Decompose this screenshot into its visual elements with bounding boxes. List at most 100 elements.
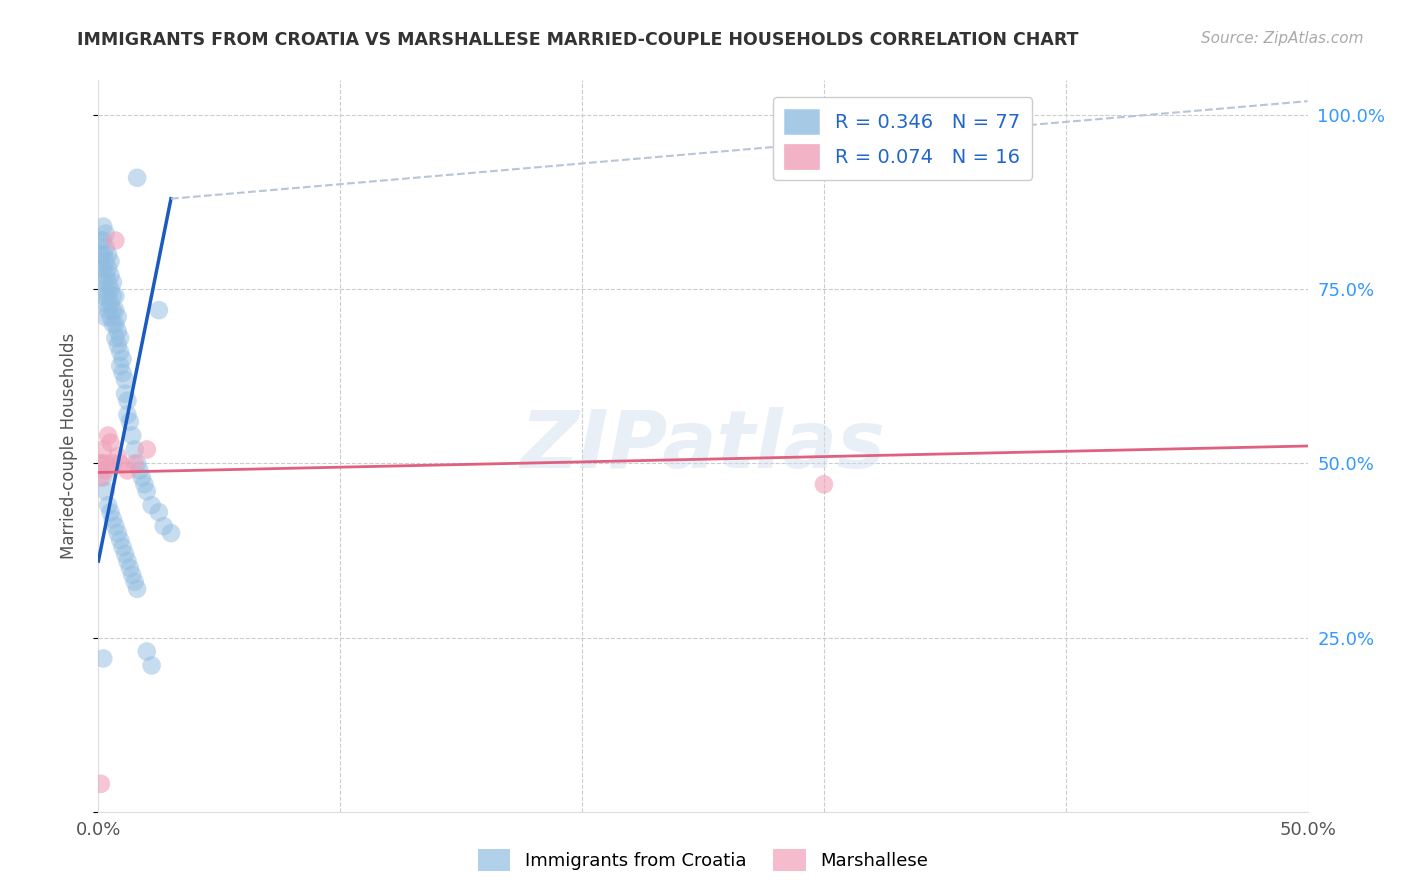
- Point: [100, 282, 122, 296]
- Point: [121, 567, 143, 582]
- Point: [104, 317, 127, 331]
- Point: [100, 254, 122, 268]
- Point: [135, 644, 157, 658]
- Point: [104, 303, 127, 318]
- Point: [94, 268, 117, 283]
- Point: [108, 457, 131, 471]
- Point: [104, 234, 127, 248]
- Point: [813, 477, 835, 491]
- Point: [127, 582, 149, 596]
- Point: [90, 234, 112, 248]
- Point: [97, 498, 120, 512]
- Point: [101, 303, 124, 318]
- Point: [127, 170, 149, 185]
- Point: [97, 303, 120, 318]
- Point: [118, 415, 141, 429]
- Point: [101, 289, 124, 303]
- Point: [90, 777, 112, 791]
- Point: [131, 470, 153, 484]
- Point: [101, 275, 124, 289]
- Point: [107, 310, 129, 325]
- Point: [135, 442, 157, 457]
- Point: [91, 234, 114, 248]
- Point: [117, 554, 139, 568]
- Point: [94, 227, 117, 241]
- Point: [91, 219, 114, 234]
- Point: [90, 457, 112, 471]
- Point: [97, 261, 120, 276]
- Point: [108, 331, 131, 345]
- Point: [94, 240, 117, 254]
- Point: [107, 338, 129, 352]
- Point: [107, 450, 129, 464]
- Point: [114, 386, 136, 401]
- Point: [97, 289, 120, 303]
- Point: [90, 457, 112, 471]
- Point: [91, 289, 114, 303]
- Point: [100, 296, 122, 310]
- Point: [107, 526, 129, 541]
- Point: [104, 519, 127, 533]
- Point: [104, 289, 127, 303]
- Text: Source: ZipAtlas.com: Source: ZipAtlas.com: [1201, 31, 1364, 46]
- Point: [152, 519, 174, 533]
- Point: [141, 498, 163, 512]
- Point: [108, 359, 131, 373]
- Point: [148, 505, 170, 519]
- Point: [100, 505, 122, 519]
- Point: [94, 463, 117, 477]
- Point: [114, 547, 136, 561]
- Point: [94, 254, 117, 268]
- Point: [135, 484, 157, 499]
- Point: [111, 366, 134, 380]
- Point: [100, 435, 122, 450]
- Point: [101, 512, 124, 526]
- Point: [124, 457, 146, 471]
- Point: [148, 303, 170, 318]
- Text: IMMIGRANTS FROM CROATIA VS MARSHALLESE MARRIED-COUPLE HOUSEHOLDS CORRELATION CHA: IMMIGRANTS FROM CROATIA VS MARSHALLESE M…: [77, 31, 1078, 49]
- Point: [111, 351, 134, 366]
- Point: [97, 247, 120, 261]
- Point: [94, 457, 117, 471]
- Point: [91, 470, 114, 484]
- Legend: R = 0.346   N = 77, R = 0.074   N = 16: R = 0.346 N = 77, R = 0.074 N = 16: [773, 97, 1032, 180]
- Point: [97, 428, 120, 442]
- Point: [127, 457, 149, 471]
- Point: [100, 268, 122, 283]
- Point: [91, 261, 114, 276]
- Point: [121, 428, 143, 442]
- Point: [101, 317, 124, 331]
- Point: [141, 658, 163, 673]
- Y-axis label: Married-couple Households: Married-couple Households: [59, 333, 77, 559]
- Point: [124, 574, 146, 589]
- Point: [108, 345, 131, 359]
- Point: [90, 261, 112, 276]
- Point: [91, 442, 114, 457]
- Point: [111, 540, 134, 554]
- Point: [117, 393, 139, 408]
- Point: [90, 247, 112, 261]
- Point: [97, 275, 120, 289]
- Text: ZIPatlas: ZIPatlas: [520, 407, 886, 485]
- Point: [124, 442, 146, 457]
- Point: [94, 296, 117, 310]
- Point: [117, 463, 139, 477]
- Point: [117, 408, 139, 422]
- Point: [134, 477, 156, 491]
- Point: [100, 310, 122, 325]
- Point: [91, 275, 114, 289]
- Point: [104, 331, 127, 345]
- Point: [101, 457, 124, 471]
- Point: [107, 324, 129, 338]
- Point: [94, 282, 117, 296]
- Point: [91, 247, 114, 261]
- Point: [114, 373, 136, 387]
- Point: [94, 484, 117, 499]
- Point: [108, 533, 131, 547]
- Point: [94, 310, 117, 325]
- Point: [90, 470, 112, 484]
- Point: [128, 463, 150, 477]
- Legend: Immigrants from Croatia, Marshallese: Immigrants from Croatia, Marshallese: [471, 842, 935, 879]
- Point: [91, 651, 114, 665]
- Point: [118, 561, 141, 575]
